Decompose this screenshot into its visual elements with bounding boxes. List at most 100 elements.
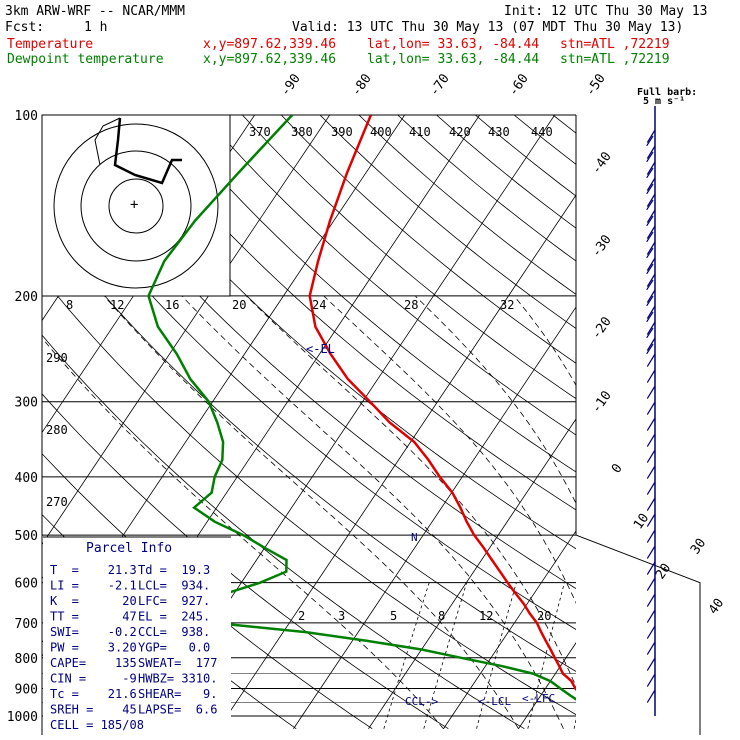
dry-adiabat-line bbox=[592, 115, 740, 729]
wind-barb bbox=[646, 263, 654, 275]
legend-temperature-xy: x,y=897.62,339.46 bbox=[203, 37, 337, 52]
moist-adiabat-line bbox=[246, 295, 576, 688]
isotherm-line bbox=[593, 115, 740, 729]
parcel-info-panel: Parcel Info T = 21.3 Td = 19.3LI = -2.1 LCL… bbox=[43, 536, 231, 735]
hodograph-ring-15 bbox=[53, 123, 219, 289]
init-time: Init: 12 UTC Thu 30 May 13 bbox=[504, 4, 708, 19]
isotherm-line bbox=[668, 115, 740, 729]
model-title: 3km ARW-WRF -- NCAR/MMM bbox=[5, 4, 186, 19]
wind-barb bbox=[646, 625, 656, 639]
moist-adiabat-line bbox=[103, 295, 519, 729]
mixing-ratio-line bbox=[476, 582, 517, 729]
wind-barb bbox=[646, 433, 656, 447]
wind-barb bbox=[646, 545, 656, 559]
kts-tick-label: 8 bbox=[66, 298, 73, 312]
wind-barb bbox=[646, 225, 656, 239]
wind-barb bbox=[646, 151, 654, 163]
parcel-info-right-value: SWEAT= 177 bbox=[138, 656, 217, 670]
wind-barb bbox=[646, 279, 654, 291]
pressure-tick-label: 100 bbox=[15, 109, 38, 124]
moist-adiabat-line bbox=[42, 337, 444, 729]
theta-tick-label: 370 bbox=[249, 125, 271, 139]
moist-adiabat-line bbox=[414, 295, 576, 505]
dry-adiabat-line bbox=[631, 115, 740, 729]
moist-adiabat-line bbox=[323, 295, 576, 604]
isotherm-line bbox=[368, 418, 576, 729]
kts-tick-label: 24 bbox=[312, 298, 326, 312]
theta-tick-label: 400 bbox=[370, 125, 392, 139]
ccl-marker: CCL-> bbox=[405, 695, 438, 708]
lcl-marker: <-LCL bbox=[478, 695, 511, 708]
mixing-ratio-tick-label: 8 bbox=[438, 609, 445, 623]
theta-tick-label: 440 bbox=[531, 125, 553, 139]
wind-barb bbox=[646, 231, 654, 243]
legend-dewpoint-xy: x,y=897.62,339.46 bbox=[203, 52, 337, 67]
isotherm-tick-label: 40 bbox=[706, 596, 727, 617]
pressure-tick-label: 600 bbox=[15, 577, 38, 592]
wind-barb bbox=[646, 657, 656, 671]
wind-barb bbox=[646, 481, 656, 495]
parcel-info-right-value: LFC= 927. bbox=[138, 594, 210, 608]
wind-barb bbox=[646, 241, 656, 255]
isotherm-tick-label: -20 bbox=[589, 314, 615, 342]
wind-barb bbox=[646, 321, 656, 335]
dry-adiabat-line bbox=[42, 218, 576, 672]
wind-barb bbox=[646, 183, 654, 195]
plot-right-slant-edge bbox=[575, 534, 701, 735]
parcel-marker: N bbox=[411, 531, 418, 544]
parcel-info-left-value: LI = -2.1 bbox=[50, 579, 137, 593]
wind-barb bbox=[646, 561, 656, 575]
theta-tick-label: 420 bbox=[449, 125, 471, 139]
wind-barb bbox=[646, 129, 656, 143]
parcel-info-right-value: Td = 19.3 bbox=[138, 563, 210, 577]
pressure-tick-label: 1000 bbox=[7, 710, 38, 725]
mixing-ratio-line bbox=[383, 582, 430, 729]
hodograph: + bbox=[41, 114, 231, 297]
mixing-ratio-tick-label: 3 bbox=[338, 609, 345, 623]
theta-tick-label: 410 bbox=[409, 125, 431, 139]
parcel-info-left-value: T = 21.3 bbox=[50, 563, 137, 577]
isotherm-tick-label: -90 bbox=[278, 71, 304, 99]
wind-barb bbox=[646, 497, 656, 511]
pressure-tick-label: 800 bbox=[15, 652, 38, 667]
parcel-info-left-value: Tc = 21.6 bbox=[50, 687, 137, 701]
isotherm-tick-label: -10 bbox=[589, 388, 615, 416]
wind-barb bbox=[646, 369, 656, 383]
legend-dewpoint-name: Dewpoint temperature bbox=[7, 52, 164, 67]
isotherm-tick-label: -50 bbox=[583, 71, 609, 99]
dry-adiabat-line bbox=[164, 115, 576, 473]
theta-tick-label: 380 bbox=[291, 125, 313, 139]
parcel-info-left-value: K = 20 bbox=[50, 594, 137, 608]
wind-barb bbox=[646, 593, 656, 607]
wind-barb bbox=[646, 289, 656, 303]
temperature-line bbox=[308, 115, 576, 692]
legend-temperature-station: stn=ATL ,72219 bbox=[560, 37, 670, 52]
hodograph-center-icon: + bbox=[130, 197, 138, 213]
isotherm-line bbox=[42, 115, 331, 546]
wind-barb bbox=[646, 465, 656, 479]
dry-adiabat-line bbox=[42, 334, 525, 730]
wind-barb bbox=[646, 135, 654, 147]
wind-barb bbox=[646, 577, 656, 591]
wind-barb bbox=[646, 257, 656, 271]
wind-barb bbox=[646, 689, 656, 703]
pressure-tick-label: 700 bbox=[15, 617, 38, 632]
wind-barb bbox=[646, 199, 654, 211]
parcel-info-title: Parcel Info bbox=[86, 541, 172, 556]
parcel-info-left-value: PW = 3.20 bbox=[50, 641, 137, 655]
isotherm-tick-label: 30 bbox=[688, 536, 709, 557]
parcel-info-right-value: CCL= 938. bbox=[138, 625, 210, 639]
wind-barb bbox=[646, 641, 656, 655]
wind-barb bbox=[646, 305, 656, 319]
dry-adiabat-line bbox=[552, 115, 576, 134]
wind-barb bbox=[646, 673, 656, 687]
moist-adiabat-line bbox=[513, 295, 576, 387]
mixing-ratio-line bbox=[527, 582, 565, 729]
theta-tick-label: 270 bbox=[46, 495, 68, 509]
isotherm-line bbox=[0, 115, 30, 729]
dry-adiabat-line bbox=[42, 276, 576, 716]
mixing-ratio-tick-label: 2 bbox=[298, 609, 305, 623]
lfc-marker: <-LFC bbox=[522, 692, 555, 705]
theta-tick-label: 430 bbox=[488, 125, 510, 139]
kts-tick-label: 28 bbox=[404, 298, 418, 312]
